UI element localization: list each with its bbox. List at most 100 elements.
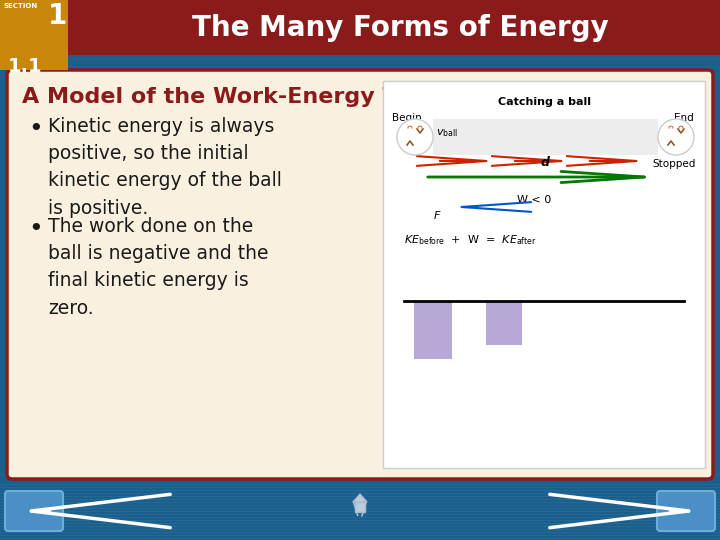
Bar	[0, 290, 720, 292]
Bar	[0, 262, 720, 264]
Bar	[0, 18, 720, 20]
Bar	[0, 10, 720, 12]
Bar	[0, 102, 720, 104]
Bar	[0, 386, 720, 388]
FancyBboxPatch shape	[5, 491, 63, 531]
Bar	[0, 258, 720, 260]
Bar	[0, 42, 720, 44]
Bar	[0, 510, 720, 512]
Bar	[0, 502, 720, 504]
Bar	[0, 370, 720, 372]
Text: End: End	[674, 113, 694, 123]
Bar	[0, 46, 720, 48]
Bar	[0, 146, 720, 148]
Bar	[0, 526, 720, 528]
Bar	[0, 62, 720, 64]
Bar	[0, 318, 720, 320]
FancyBboxPatch shape	[7, 70, 713, 479]
Bar	[0, 506, 720, 508]
Bar	[0, 266, 720, 268]
Bar	[0, 166, 720, 168]
Bar	[0, 66, 720, 68]
Text: d: d	[541, 156, 550, 169]
Bar	[0, 494, 720, 496]
Bar	[0, 194, 720, 196]
Bar	[0, 274, 720, 276]
Bar	[0, 282, 720, 284]
Circle shape	[658, 119, 694, 155]
Bar	[0, 382, 720, 384]
FancyBboxPatch shape	[0, 0, 720, 55]
Circle shape	[397, 119, 433, 155]
Bar	[0, 14, 720, 16]
Bar	[0, 358, 720, 360]
Bar	[0, 186, 720, 188]
Bar	[0, 162, 720, 164]
Bar	[0, 286, 720, 288]
Bar	[0, 54, 720, 56]
Text: 1: 1	[48, 2, 67, 30]
Bar	[0, 158, 720, 160]
Bar	[0, 174, 720, 176]
Text: $/$: $/$	[360, 501, 368, 519]
Bar	[0, 218, 720, 220]
Bar	[0, 470, 720, 472]
Bar	[0, 446, 720, 448]
Bar	[0, 434, 720, 436]
Text: The Many Forms of Energy: The Many Forms of Energy	[192, 14, 608, 42]
Bar	[0, 482, 720, 484]
Bar	[0, 2, 720, 4]
Text: Kinetic energy is always
positive, so the initial
kinetic energy of the ball
is : Kinetic energy is always positive, so th…	[48, 117, 282, 218]
Bar	[0, 126, 720, 128]
Bar	[0, 130, 720, 132]
Bar	[0, 254, 720, 256]
Bar	[0, 354, 720, 356]
Bar	[0, 314, 720, 316]
Bar	[0, 154, 720, 156]
Bar	[0, 90, 720, 92]
FancyBboxPatch shape	[0, 482, 720, 540]
Bar	[0, 426, 720, 428]
Bar	[0, 302, 720, 304]
Bar	[0, 394, 720, 396]
Bar	[0, 250, 720, 252]
Bar	[0, 374, 720, 376]
Bar	[0, 22, 720, 24]
Bar	[0, 170, 720, 172]
Bar	[0, 534, 720, 536]
Bar	[0, 70, 720, 72]
Bar	[0, 230, 720, 232]
Bar	[0, 142, 720, 144]
Bar	[0, 334, 720, 336]
Text: •: •	[28, 217, 42, 241]
Bar	[0, 234, 720, 236]
Bar	[0, 390, 720, 392]
Text: W < 0: W < 0	[517, 195, 551, 205]
Bar	[0, 450, 720, 452]
Bar	[0, 410, 720, 412]
Bar	[0, 406, 720, 408]
Bar	[0, 478, 720, 480]
Bar	[0, 414, 720, 416]
Bar	[0, 246, 720, 248]
Bar	[0, 110, 720, 112]
Bar	[0, 350, 720, 352]
Bar	[0, 474, 720, 476]
Bar	[0, 226, 720, 228]
Bar	[0, 190, 720, 192]
Bar	[0, 486, 720, 488]
Bar	[0, 326, 720, 328]
Bar	[0, 26, 720, 28]
Bar	[0, 94, 720, 96]
Bar	[0, 214, 720, 216]
Polygon shape	[353, 494, 367, 502]
Text: $v_{\mathrm{ball}}$: $v_{\mathrm{ball}}$	[436, 127, 458, 139]
Bar	[0, 114, 720, 116]
Bar	[0, 106, 720, 108]
Text: Begin: Begin	[392, 113, 422, 123]
Bar	[0, 58, 720, 60]
Bar	[0, 422, 720, 424]
Bar	[0, 182, 720, 184]
Text: 1.1: 1.1	[8, 57, 42, 76]
Bar	[0, 30, 720, 32]
